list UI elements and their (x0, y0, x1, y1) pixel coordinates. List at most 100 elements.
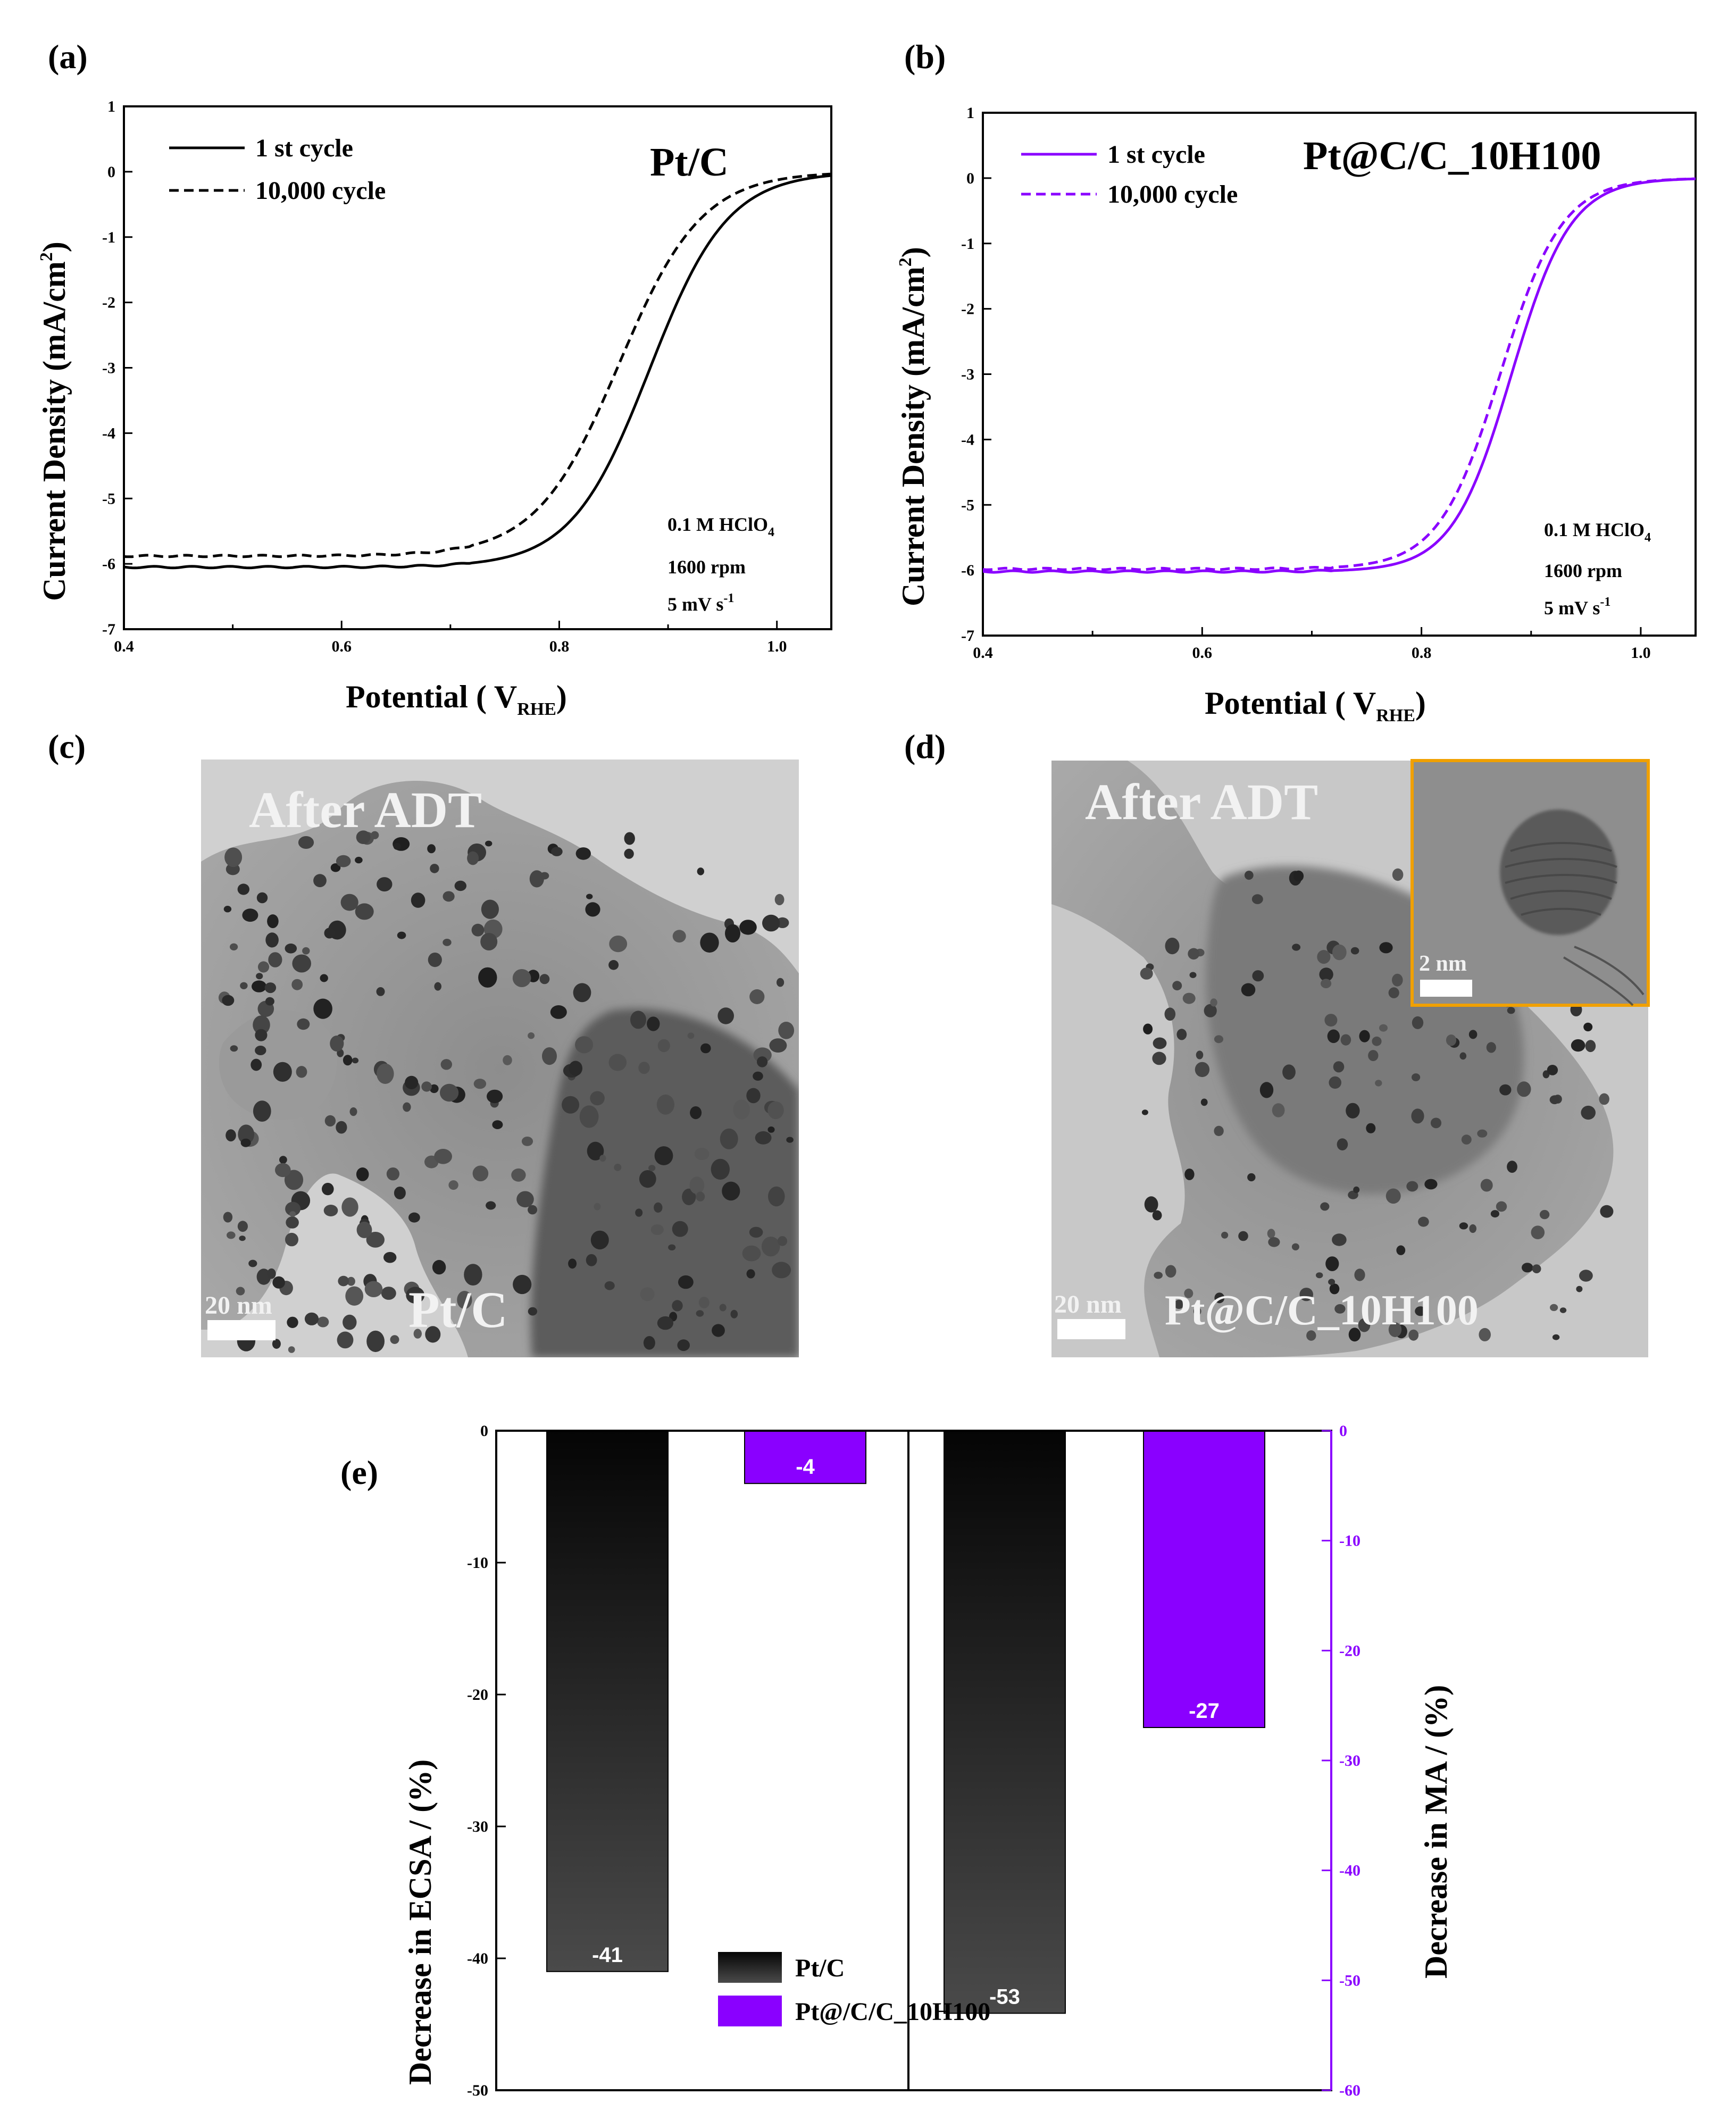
pt-nanoparticle (1550, 1304, 1558, 1311)
pt-nanoparticle (253, 1015, 270, 1034)
pt-nanoparticle (265, 997, 274, 1006)
tem-d-inset-scale-label: 2 nm (1419, 952, 1467, 976)
pt-nanoparticle (720, 1128, 738, 1149)
pt-nanoparticle (1396, 1245, 1406, 1255)
cond-electrolyte-b: 0.1 M HClO4 (1544, 519, 1651, 545)
pt-nanoparticle (1210, 998, 1217, 1007)
legend-label-10000-cycle-b: 10,000 cycle (1107, 180, 1238, 208)
panel-label-b: (b) (904, 38, 946, 76)
pt-nanoparticle (657, 1316, 673, 1330)
pt-nanoparticle (700, 932, 719, 953)
pt-nanoparticle (575, 847, 591, 860)
pt-nanoparticle (275, 1163, 291, 1178)
pt-nanoparticle (487, 1089, 503, 1104)
pt-nanoparticle (237, 1221, 248, 1232)
pt-nanoparticle (1321, 979, 1332, 988)
pt-nanoparticle (1333, 1061, 1345, 1073)
pt-nanoparticle (355, 903, 374, 920)
pt-nanoparticle (1353, 1186, 1360, 1194)
pt-nanoparticle (772, 1262, 791, 1279)
pt-nanoparticle (1469, 1224, 1476, 1233)
pt-nanoparticle (285, 1232, 298, 1247)
pt-nanoparticle (678, 1275, 694, 1289)
pt-nanoparticle (364, 1281, 383, 1297)
pt-nanoparticle (516, 1191, 534, 1208)
bar-value-label: -27 (1189, 1699, 1220, 1723)
ylabel-sup: 2 (37, 252, 56, 261)
pt-nanoparticle (746, 1269, 755, 1279)
pt-nanoparticle (255, 1046, 266, 1055)
bar-ecsa-pt-c-c (744, 1430, 866, 1484)
pt-nanoparticle (429, 1084, 439, 1094)
pt-nanoparticle (579, 1105, 599, 1128)
pt-nanoparticle (586, 894, 593, 899)
cond-scan-rate-sup: -1 (723, 591, 734, 605)
pt-nanoparticle (1316, 1272, 1323, 1279)
y-tick-label-left: -50 (467, 2082, 488, 2099)
pt-nanoparticle (323, 1205, 338, 1216)
pt-nanoparticle (513, 1274, 532, 1295)
pt-nanoparticle (366, 1232, 385, 1248)
y-tick-label: -4 (961, 431, 974, 448)
pt-nanoparticle (340, 894, 358, 911)
pt-nanoparticle (1184, 1169, 1195, 1180)
series-line-10000-cycle (124, 172, 831, 558)
pt-nanoparticle (624, 832, 635, 845)
pt-nanoparticle (227, 1231, 236, 1239)
ylabel-main: Current Density (mA/cm (37, 261, 72, 601)
tem-d-scalebar (1057, 1319, 1125, 1339)
cond-electrolyte-text: 0.1 M HClO (667, 514, 768, 535)
pt-nanoparticle (291, 979, 303, 990)
cond-electrolyte-b-sub: 4 (1645, 531, 1651, 545)
xlabel-sub-b: RHE (1376, 706, 1415, 725)
pt-nanoparticle (1358, 1318, 1371, 1332)
pt-nanoparticle (1415, 1306, 1426, 1316)
legend-label-pt-c-c: Pt@/C/C_10H100 (795, 1998, 990, 2026)
pt-nanoparticle (1141, 1109, 1148, 1115)
chart-b: 0.4 0.6 0.8 1.010-1-2-3-4-5-6-7 1 st cycle … (896, 104, 1697, 725)
x-tick-label: 0.4 (114, 638, 134, 655)
pt-nanoparticle (1480, 1179, 1493, 1192)
tem-c-sample-label: Pt/C (408, 1281, 508, 1338)
pt-nanoparticle (778, 1022, 795, 1039)
pt-nanoparticle (1547, 1065, 1558, 1075)
pt-nanoparticle (1412, 1016, 1424, 1029)
tem-c-scalebar-label: 20 nm (205, 1291, 272, 1320)
pt-nanoparticle (256, 892, 268, 904)
pt-nanoparticle (376, 987, 385, 996)
y-tick-label: -2 (102, 294, 115, 312)
x-tick-label: 0.8 (1412, 644, 1432, 662)
pt-nanoparticle (324, 1115, 336, 1126)
y-tick-label-right: -60 (1339, 2082, 1361, 2099)
pt-nanoparticle (717, 1007, 734, 1024)
pt-nanoparticle (1359, 1030, 1370, 1042)
bar-ma-pt-c-c (1143, 1430, 1265, 1728)
cond-electrolyte-b-text: 0.1 M HClO (1544, 519, 1645, 540)
pt-nanoparticle (586, 1254, 597, 1266)
pt-nanoparticle (1388, 987, 1399, 998)
lattice-fringe-5 (1521, 907, 1601, 916)
pt-nanoparticle (297, 1018, 310, 1030)
pt-nanoparticle (654, 1146, 673, 1165)
pt-nanoparticle (485, 840, 493, 847)
pt-nanoparticle (677, 1339, 690, 1351)
pt-nanoparticle (1332, 1233, 1347, 1246)
pt-nanoparticle (337, 1331, 354, 1349)
tem-d-inset-particle (1500, 810, 1617, 935)
y-tick-label-right: -40 (1339, 1862, 1361, 1880)
chart-e-ylabel-right: Decrease in MA / (%) (1418, 1685, 1454, 1979)
pt-nanoparticle (240, 982, 248, 990)
pt-nanoparticle (1306, 1330, 1316, 1341)
pt-nanoparticle (320, 974, 328, 982)
pt-nanoparticle (1176, 1029, 1187, 1040)
pt-nanoparticle (1193, 1307, 1201, 1316)
pt-nanoparticle (1293, 870, 1304, 882)
pt-nanoparticle (366, 1330, 385, 1353)
pt-nanoparticle (786, 1137, 794, 1143)
pt-nanoparticle (587, 1141, 604, 1161)
pt-nanoparticle (1408, 1329, 1419, 1341)
pt-nanoparticle (1446, 1034, 1457, 1046)
pt-nanoparticle (428, 953, 442, 967)
pt-nanoparticle (1507, 1007, 1515, 1014)
pt-nanoparticle (528, 1205, 538, 1215)
